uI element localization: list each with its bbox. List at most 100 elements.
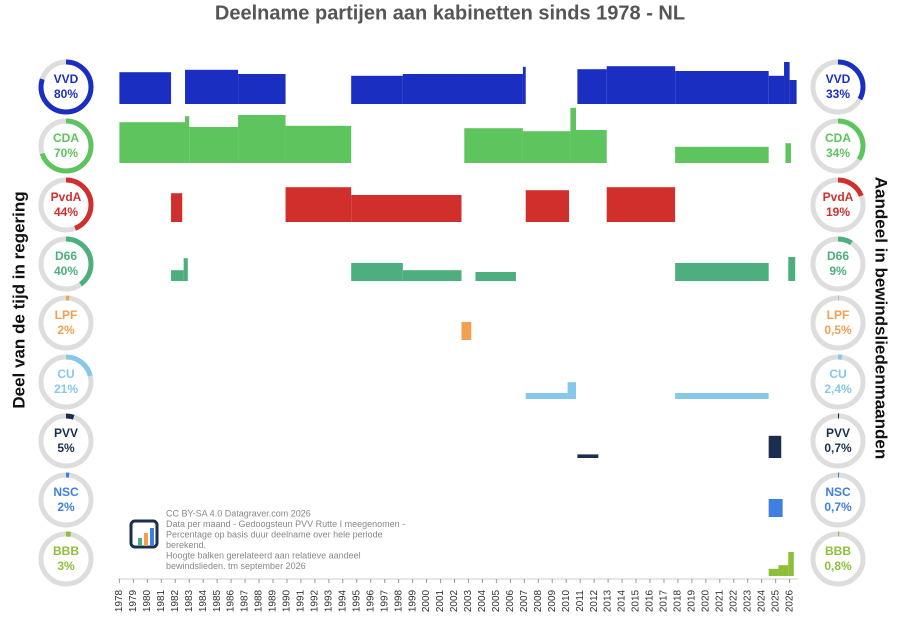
x-tick-label: 2009 bbox=[547, 589, 558, 612]
ring-arc bbox=[810, 413, 866, 469]
credit-line: berekend. bbox=[166, 540, 206, 550]
x-tick-label: 2017 bbox=[659, 589, 670, 612]
party-name: PvdA bbox=[51, 190, 82, 204]
bar bbox=[351, 75, 403, 104]
bar bbox=[675, 71, 769, 104]
bar bbox=[285, 125, 352, 163]
bar bbox=[675, 393, 769, 399]
ring-arc bbox=[38, 236, 94, 292]
x-tick-label: 2004 bbox=[477, 589, 488, 612]
party-name: BBB bbox=[53, 544, 79, 558]
x-tick-label: 1982 bbox=[170, 589, 181, 612]
x-tick-label: 1986 bbox=[226, 589, 237, 612]
bar bbox=[185, 69, 239, 104]
x-tick-label: 1990 bbox=[282, 589, 293, 612]
party-name: NSC bbox=[53, 485, 79, 499]
share-label: 5% bbox=[57, 441, 75, 455]
bar bbox=[402, 270, 462, 281]
bar bbox=[525, 393, 568, 399]
party-name: CDA bbox=[53, 131, 79, 145]
bar bbox=[238, 74, 286, 104]
right-axis-label: Aandeel in bewindsliedenmaanden bbox=[872, 177, 891, 459]
x-tick-label: 2024 bbox=[756, 589, 767, 612]
bar bbox=[461, 322, 472, 340]
share-label: 0,8% bbox=[824, 559, 852, 573]
share-label: 19% bbox=[826, 205, 850, 219]
x-tick-label: 2021 bbox=[714, 589, 725, 612]
party-name: NSC bbox=[825, 485, 851, 499]
bar bbox=[675, 263, 769, 281]
x-tick-label: 1978 bbox=[114, 589, 125, 612]
ring-arc bbox=[38, 177, 94, 233]
x-tick-label: 2001 bbox=[435, 589, 446, 612]
ring-arc bbox=[810, 177, 866, 233]
bar bbox=[675, 146, 769, 163]
x-tick-label: 2012 bbox=[589, 589, 600, 612]
bar bbox=[575, 130, 607, 163]
share-label: 70% bbox=[54, 146, 78, 160]
x-tick-label: 2008 bbox=[533, 589, 544, 612]
bar bbox=[238, 115, 286, 163]
bar bbox=[475, 272, 516, 281]
x-tick-label: 1993 bbox=[323, 589, 334, 612]
share-label: 0,7% bbox=[824, 500, 852, 514]
ring-arc bbox=[38, 413, 94, 469]
bar bbox=[285, 187, 352, 222]
bar bbox=[183, 258, 188, 281]
bar bbox=[577, 454, 599, 458]
ring-arc bbox=[38, 531, 94, 587]
bar bbox=[522, 66, 526, 104]
x-tick-label: 2011 bbox=[575, 590, 586, 612]
share-label: 2,4% bbox=[824, 382, 852, 396]
bar bbox=[189, 127, 239, 163]
bar bbox=[785, 143, 792, 163]
chart-title: Deelname partijen aan kabinetten sinds 1… bbox=[215, 2, 685, 24]
bar bbox=[351, 263, 403, 281]
party-name: CU bbox=[57, 367, 74, 381]
x-tick-label: 1996 bbox=[365, 589, 376, 612]
party-name: PVV bbox=[54, 426, 78, 440]
x-tick-label: 1979 bbox=[128, 589, 139, 612]
x-tick-label: 1991 bbox=[296, 589, 307, 612]
x-tick-label: 2002 bbox=[449, 589, 460, 612]
bar bbox=[577, 69, 607, 104]
party-name: D66 bbox=[55, 249, 77, 263]
x-tick-label: 1999 bbox=[407, 589, 418, 612]
x-tick-label: 1992 bbox=[310, 589, 321, 612]
ring-arc bbox=[38, 118, 94, 174]
x-tick-label: 1995 bbox=[351, 589, 362, 612]
bar bbox=[119, 122, 186, 163]
credit-line: bewindslieden. tm september 2026 bbox=[166, 561, 306, 571]
x-tick-label: 1984 bbox=[198, 589, 209, 612]
x-tick-label: 1985 bbox=[212, 589, 223, 612]
credit-line: Data per maand - Gedoogsteun PVV Rutte I… bbox=[166, 519, 405, 529]
bar bbox=[567, 382, 576, 399]
bar bbox=[522, 131, 571, 163]
share-label: 80% bbox=[54, 87, 78, 101]
bar bbox=[461, 74, 523, 104]
party-name: CU bbox=[829, 367, 846, 381]
x-tick-label: 1981 bbox=[156, 589, 167, 612]
share-label: 9% bbox=[829, 264, 847, 278]
ring-arc bbox=[38, 295, 94, 351]
ring-arc bbox=[810, 295, 866, 351]
x-tick-label: 2000 bbox=[421, 589, 432, 612]
x-tick-label: 2015 bbox=[631, 589, 642, 612]
share-label: 21% bbox=[54, 382, 78, 396]
party-name: LPF bbox=[827, 308, 850, 322]
party-name: BBB bbox=[825, 544, 851, 558]
ring-arc bbox=[38, 354, 94, 410]
party-name: PVV bbox=[826, 426, 850, 440]
x-tick-label: 1987 bbox=[240, 589, 251, 612]
x-tick-label: 2019 bbox=[687, 589, 698, 612]
bar bbox=[171, 193, 183, 222]
share-label: 0,7% bbox=[824, 441, 852, 455]
bar bbox=[402, 74, 462, 104]
x-tick-label: 1989 bbox=[268, 589, 279, 612]
bar bbox=[788, 552, 794, 576]
share-label: 2% bbox=[57, 500, 75, 514]
x-tick-label: 1988 bbox=[254, 589, 265, 612]
x-tick-label: 1983 bbox=[184, 589, 195, 612]
x-tick-label: 2013 bbox=[603, 589, 614, 612]
